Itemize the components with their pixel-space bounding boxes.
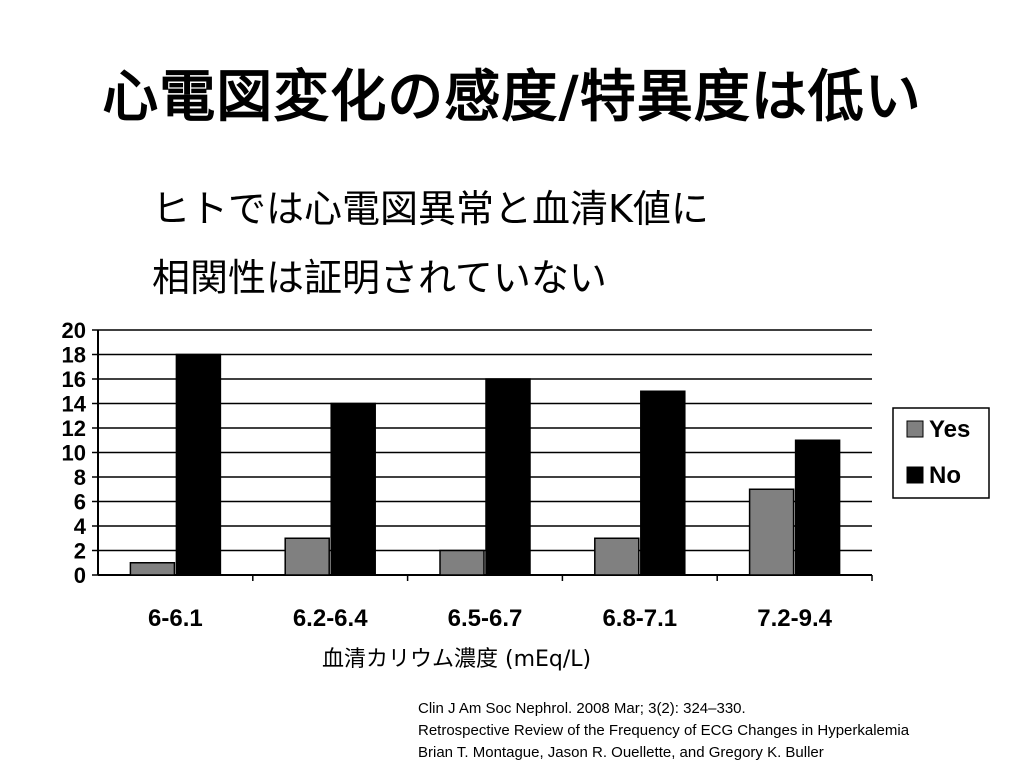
subtitle-line-2: 相関性は証明されていない — [152, 256, 607, 300]
y-tick-label: 14 — [62, 392, 87, 417]
y-tick-label: 18 — [62, 343, 86, 368]
bar-no-6.2-6.4 — [330, 402, 376, 576]
y-tick-label: 2 — [74, 539, 86, 564]
y-tick-label: 12 — [62, 416, 86, 441]
x-tick-label: 6.2-6.4 — [293, 605, 368, 632]
bar-no-6.5-6.7 — [485, 378, 531, 576]
bar-no-7.2-9.4 — [794, 439, 841, 576]
y-tick-label: 4 — [74, 514, 87, 539]
x-tick-label: 7.2-9.4 — [757, 605, 832, 632]
slide-title: 心電図変化の感度/特異度は低い — [102, 65, 922, 130]
y-tick-label: 16 — [62, 367, 86, 392]
x-tick-label: 6.8-7.1 — [602, 605, 677, 632]
citation: Clin J Am Soc Nephrol. 2008 Mar; 3(2): 3… — [418, 698, 909, 764]
y-tick-label: 20 — [62, 318, 86, 343]
y-tick-label: 6 — [74, 490, 86, 515]
legend-swatch-yes — [906, 420, 924, 438]
bar-yes-6-6.1 — [129, 562, 176, 576]
bar-yes-6.2-6.4 — [284, 537, 330, 576]
legend-label-no: No — [929, 462, 961, 489]
x-tick-label: 6.5-6.7 — [448, 605, 523, 632]
x-axis-label: 血清カリウム濃度 (mEq/L) — [322, 647, 592, 672]
bar-yes-7.2-9.4 — [748, 488, 795, 576]
citation-line-1: Clin J Am Soc Nephrol. 2008 Mar; 3(2): 3… — [418, 700, 746, 717]
y-tick-label: 8 — [74, 465, 86, 490]
bar-yes-6.8-7.1 — [594, 537, 640, 576]
citation-line-3: Brian T. Montague, Jason R. Ouellette, a… — [418, 744, 824, 761]
bar-yes-6.5-6.7 — [439, 549, 485, 576]
bar-no-6.8-7.1 — [640, 390, 686, 576]
legend-label-yes: Yes — [929, 416, 970, 443]
subtitle-line-1: ヒトでは心電図異常と血清K値に — [152, 187, 709, 231]
x-tick-label: 6-6.1 — [148, 605, 203, 632]
y-tick-label: 10 — [62, 441, 86, 466]
bar-no-6-6.1 — [175, 353, 222, 576]
citation-line-2: Retrospective Review of the Frequency of… — [418, 722, 910, 739]
y-tick-label: 0 — [74, 563, 86, 588]
legend-swatch-no — [906, 466, 924, 484]
